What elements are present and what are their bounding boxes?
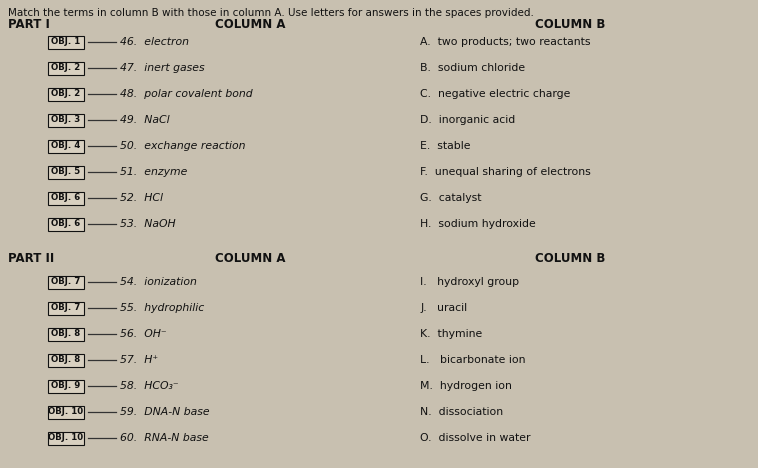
Text: COLUMN A: COLUMN A bbox=[215, 18, 285, 31]
FancyBboxPatch shape bbox=[48, 61, 84, 74]
Text: 56.  OH⁻: 56. OH⁻ bbox=[120, 329, 167, 339]
Text: 59.  DNA-N base: 59. DNA-N base bbox=[120, 407, 210, 417]
Text: 58.  HCO₃⁻: 58. HCO₃⁻ bbox=[120, 381, 179, 391]
Text: G.  catalyst: G. catalyst bbox=[420, 193, 481, 203]
Text: E.  stable: E. stable bbox=[420, 141, 471, 151]
Text: 54.  ionization: 54. ionization bbox=[120, 277, 197, 287]
Text: A.  two products; two reactants: A. two products; two reactants bbox=[420, 37, 590, 47]
Text: C.  negative electric charge: C. negative electric charge bbox=[420, 89, 570, 99]
Text: 53.  NaOH: 53. NaOH bbox=[120, 219, 176, 229]
Text: COLUMN A: COLUMN A bbox=[215, 251, 285, 264]
Text: OBJ. 5: OBJ. 5 bbox=[52, 168, 80, 176]
FancyBboxPatch shape bbox=[48, 380, 84, 393]
Text: D.  inorganic acid: D. inorganic acid bbox=[420, 115, 515, 125]
Text: 49.  NaCl: 49. NaCl bbox=[120, 115, 170, 125]
Text: N.  dissociation: N. dissociation bbox=[420, 407, 503, 417]
Text: 47.  inert gases: 47. inert gases bbox=[120, 63, 205, 73]
Text: OBJ. 6: OBJ. 6 bbox=[52, 219, 80, 228]
Text: OBJ. 7: OBJ. 7 bbox=[52, 304, 80, 313]
Text: OBJ. 3: OBJ. 3 bbox=[52, 116, 80, 124]
Text: OBJ. 10: OBJ. 10 bbox=[49, 408, 83, 417]
Text: COLUMN B: COLUMN B bbox=[535, 18, 605, 31]
Text: L.   bicarbonate ion: L. bicarbonate ion bbox=[420, 355, 525, 365]
Text: OBJ. 4: OBJ. 4 bbox=[52, 141, 80, 151]
Text: OBJ. 8: OBJ. 8 bbox=[52, 329, 80, 338]
Text: PART II: PART II bbox=[8, 251, 55, 264]
FancyBboxPatch shape bbox=[48, 114, 84, 126]
Text: I.   hydroxyl group: I. hydroxyl group bbox=[420, 277, 519, 287]
Text: 55.  hydrophilic: 55. hydrophilic bbox=[120, 303, 204, 313]
Text: 60.  RNA-N base: 60. RNA-N base bbox=[120, 433, 208, 443]
FancyBboxPatch shape bbox=[48, 353, 84, 366]
Text: OBJ. 2: OBJ. 2 bbox=[52, 89, 80, 98]
Text: OBJ. 7: OBJ. 7 bbox=[52, 278, 80, 286]
Text: PART I: PART I bbox=[8, 18, 50, 31]
FancyBboxPatch shape bbox=[48, 191, 84, 205]
Text: Match the terms in column B with those in column A. Use letters for answers in t: Match the terms in column B with those i… bbox=[8, 8, 534, 18]
Text: O.  dissolve in water: O. dissolve in water bbox=[420, 433, 531, 443]
FancyBboxPatch shape bbox=[48, 36, 84, 49]
Text: F.  unequal sharing of electrons: F. unequal sharing of electrons bbox=[420, 167, 590, 177]
Text: COLUMN B: COLUMN B bbox=[535, 251, 605, 264]
FancyBboxPatch shape bbox=[48, 139, 84, 153]
FancyBboxPatch shape bbox=[48, 218, 84, 231]
Text: OBJ. 9: OBJ. 9 bbox=[52, 381, 80, 390]
FancyBboxPatch shape bbox=[48, 301, 84, 314]
FancyBboxPatch shape bbox=[48, 405, 84, 418]
Text: 51.  enzyme: 51. enzyme bbox=[120, 167, 187, 177]
Text: B.  sodium chloride: B. sodium chloride bbox=[420, 63, 525, 73]
Text: 50.  exchange reaction: 50. exchange reaction bbox=[120, 141, 246, 151]
Text: 48.  polar covalent bond: 48. polar covalent bond bbox=[120, 89, 252, 99]
FancyBboxPatch shape bbox=[48, 276, 84, 288]
FancyBboxPatch shape bbox=[48, 328, 84, 341]
FancyBboxPatch shape bbox=[48, 166, 84, 178]
Text: K.  thymine: K. thymine bbox=[420, 329, 482, 339]
Text: J.   uracil: J. uracil bbox=[420, 303, 467, 313]
Text: OBJ. 2: OBJ. 2 bbox=[52, 64, 80, 73]
FancyBboxPatch shape bbox=[48, 88, 84, 101]
Text: M.  hydrogen ion: M. hydrogen ion bbox=[420, 381, 512, 391]
Text: H.  sodium hydroxide: H. sodium hydroxide bbox=[420, 219, 536, 229]
Text: OBJ. 1: OBJ. 1 bbox=[52, 37, 80, 46]
Text: 52.  HCl: 52. HCl bbox=[120, 193, 163, 203]
Text: OBJ. 8: OBJ. 8 bbox=[52, 356, 80, 365]
Text: OBJ. 6: OBJ. 6 bbox=[52, 193, 80, 203]
FancyBboxPatch shape bbox=[48, 431, 84, 445]
Text: 57.  H⁺: 57. H⁺ bbox=[120, 355, 158, 365]
Text: OBJ. 10: OBJ. 10 bbox=[49, 433, 83, 443]
Text: 46.  electron: 46. electron bbox=[120, 37, 189, 47]
